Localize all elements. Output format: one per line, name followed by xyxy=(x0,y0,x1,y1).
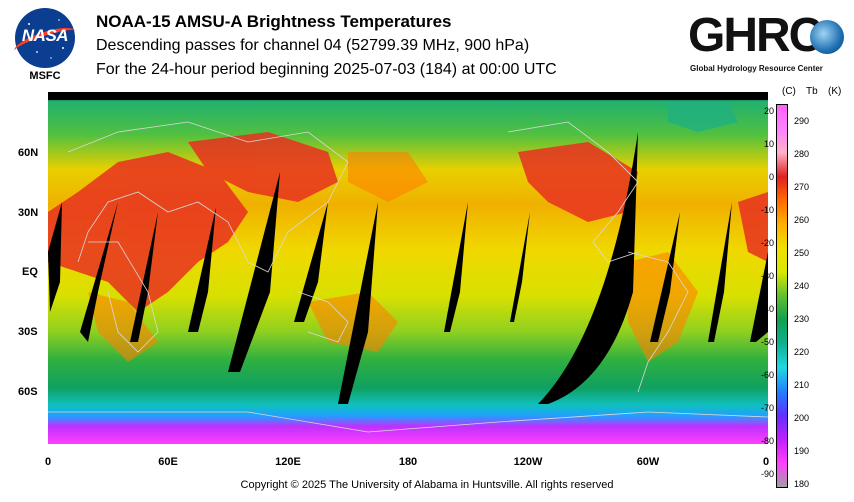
colorbar-tick-kelvin: 210 xyxy=(794,380,810,390)
colorbar xyxy=(776,104,788,488)
lon-label-60e: 60E xyxy=(158,456,178,468)
colorbar-tick-kelvin: 200 xyxy=(794,413,810,423)
map-canvas xyxy=(48,92,768,444)
colorbar-tick-kelvin: 220 xyxy=(794,347,810,357)
subtitle-channel: Descending passes for channel 04 (52799.… xyxy=(96,37,530,54)
copyright-notice: Copyright © 2025 The University of Alaba… xyxy=(240,479,614,491)
colorbar-tick-kelvin: 230 xyxy=(794,314,810,324)
warm-land-regions xyxy=(48,132,768,312)
colorbar-tick-celsius: 10 xyxy=(763,139,774,149)
coastlines xyxy=(48,121,768,433)
lon-label-180: 180 xyxy=(398,456,418,468)
colorbar-tick-celsius: -50 xyxy=(760,337,774,347)
lat-label-60n: 60N xyxy=(18,147,39,159)
page-title: NOAA-15 AMSU-A Brightness Temperatures xyxy=(96,12,452,31)
swath-gaps xyxy=(48,92,768,404)
subtitle-period: For the 24-hour period beginning 2025-07… xyxy=(96,61,557,78)
nasa-logo: NASA MSFC xyxy=(10,8,80,86)
arctic-cold-region xyxy=(668,102,738,132)
colorbar-tick-celsius: -30 xyxy=(760,271,774,281)
globe-icon xyxy=(810,20,844,54)
colorbar-tick-kelvin: 290 xyxy=(794,116,810,126)
nasa-wordmark: NASA xyxy=(21,26,69,45)
colorbar-tick-celsius: 0 xyxy=(768,172,774,182)
title-block: NOAA-15 AMSU-A Brightness Temperatures D… xyxy=(96,10,557,82)
colorbar-tick-kelvin: 240 xyxy=(794,281,810,291)
lat-label-60s: 60S xyxy=(18,386,38,398)
colorbar-tick-kelvin: 280 xyxy=(794,149,810,159)
lat-label-30s: 30S xyxy=(18,326,38,338)
lon-label-0-right: 0 xyxy=(762,456,770,468)
colorbar-tick-kelvin: 250 xyxy=(794,248,810,258)
colorbar-tick-celsius: -90 xyxy=(760,469,774,479)
colorbar-tick-celsius: -70 xyxy=(760,403,774,413)
nasa-caption: MSFC xyxy=(29,70,61,82)
lon-label-120w: 120W xyxy=(513,456,543,468)
ghrc-caption: Global Hydrology Resource Center xyxy=(690,64,823,73)
colorbar-tick-celsius: -80 xyxy=(760,436,774,446)
nasa-meatball-icon xyxy=(15,8,75,68)
colorbar-tick-kelvin: 270 xyxy=(794,182,810,192)
ghrc-logo: GHRC Global Hydrology Resource Center xyxy=(686,8,846,78)
ghrc-wordmark: GHRC xyxy=(688,9,823,62)
colorbar-header-celsius: (C) xyxy=(782,86,796,97)
lon-label-0-left: 0 xyxy=(44,456,52,468)
brightness-temperature-map xyxy=(48,92,768,444)
colorbar-header-tb: Tb xyxy=(806,86,818,97)
colorbar-tick-celsius: -20 xyxy=(760,238,774,248)
lon-label-60w: 60W xyxy=(636,456,660,468)
colorbar-tick-celsius: -10 xyxy=(760,205,774,215)
colorbar-tick-celsius: -40 xyxy=(760,304,774,314)
lat-label-eq: EQ xyxy=(22,266,38,278)
colorbar-tick-kelvin: 190 xyxy=(794,446,810,456)
colorbar-tick-kelvin: 180 xyxy=(794,479,810,489)
lon-label-120e: 120E xyxy=(275,456,301,468)
colorbar-tick-celsius: 20 xyxy=(763,106,774,116)
colorbar-header-kelvin: (K) xyxy=(828,86,842,97)
colorbar-tick-kelvin: 260 xyxy=(794,215,810,225)
lat-label-30n: 30N xyxy=(18,207,39,219)
colorbar-tick-celsius: -60 xyxy=(760,370,774,380)
